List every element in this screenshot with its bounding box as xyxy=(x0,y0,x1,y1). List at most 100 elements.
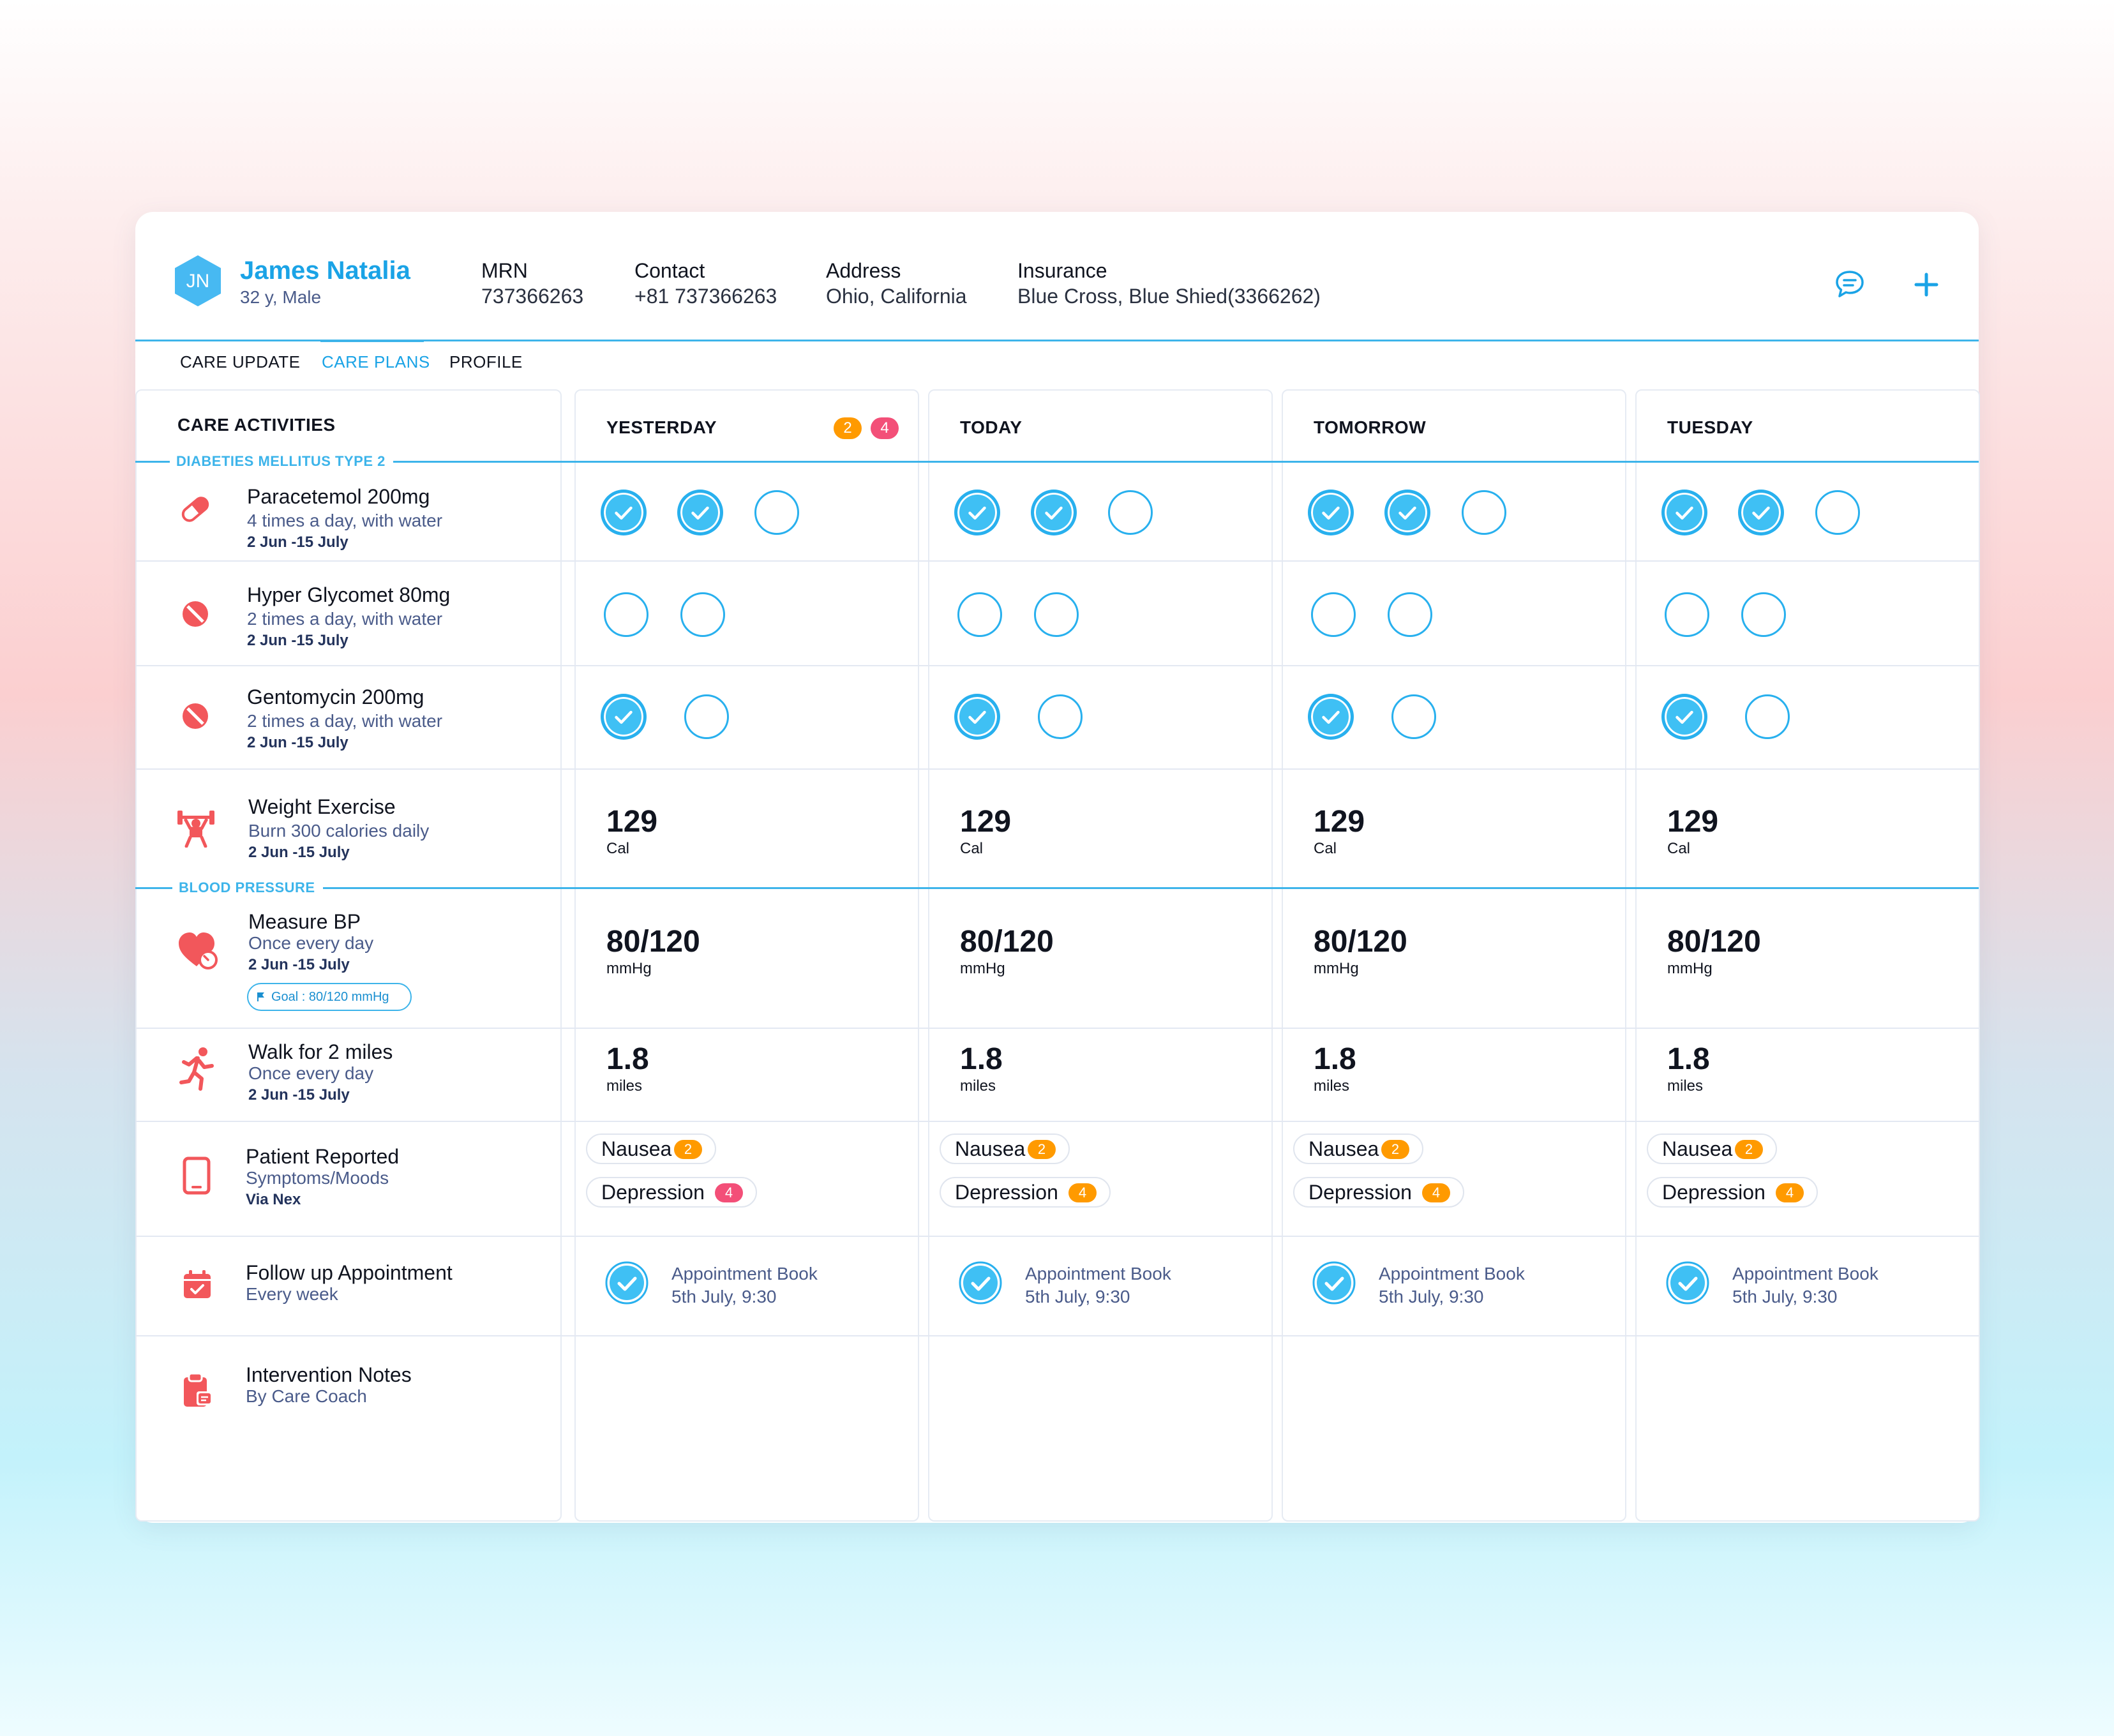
tuesday-gentomycin-dose-checkbox[interactable] xyxy=(1662,694,1707,739)
tomorrow-gentomycin-dose-checkbox[interactable] xyxy=(1391,694,1436,739)
yesterday-glycomet-dose-checkbox[interactable] xyxy=(604,592,648,637)
pill-icon xyxy=(183,601,208,627)
yesterday-walk-unit: miles xyxy=(606,1077,643,1095)
yesterday-symptom-chip[interactable]: Depression 4 xyxy=(586,1177,757,1208)
yesterday-badge-pink: 4 xyxy=(871,417,899,439)
running-icon xyxy=(179,1047,214,1091)
tomorrow-calories-unit: Cal xyxy=(1314,840,1337,857)
tuesday-glycomet-dose-checkbox[interactable] xyxy=(1665,592,1709,637)
tomorrow-paracetamol-dose-checkbox[interactable] xyxy=(1385,490,1430,535)
activity-sub-followup: Every week xyxy=(246,1284,338,1304)
tomorrow-appointment-check-icon[interactable] xyxy=(1312,1261,1356,1305)
tomorrow-paracetamol-dose-checkbox[interactable] xyxy=(1308,490,1353,535)
symptom-count-badge: 4 xyxy=(1068,1183,1097,1202)
bp-goal-text: Goal : 80/120 mmHg xyxy=(271,990,389,1004)
tuesday-gentomycin-dose-checkbox[interactable] xyxy=(1745,694,1790,739)
today-walk-unit: miles xyxy=(960,1077,996,1095)
yesterday-walk-value: 1.8 xyxy=(606,1042,649,1076)
active-tab-indicator xyxy=(320,340,424,342)
symptom-label: Nausea xyxy=(1308,1137,1379,1160)
symptom-label: Nausea xyxy=(955,1137,1026,1160)
insurance-label: Insurance xyxy=(1017,259,1107,282)
tab-care-update[interactable]: CARE UPDATE xyxy=(180,352,301,371)
yesterday-paracetamol-dose-checkbox[interactable] xyxy=(754,490,799,535)
tuesday-bp-unit: mmHg xyxy=(1667,960,1713,977)
today-gentomycin-dose-checkbox[interactable] xyxy=(1038,694,1083,739)
activity-date-paracetamol: 2 Jun -15 July xyxy=(247,534,349,551)
symptom-count-badge: 4 xyxy=(1422,1183,1450,1202)
yesterday-gentomycin-dose-checkbox[interactable] xyxy=(601,694,646,739)
tuesday-paracetamol-dose-checkbox[interactable] xyxy=(1815,490,1860,535)
patient-name[interactable]: James Natalia xyxy=(240,257,410,285)
section-divider-diabetes xyxy=(135,461,1979,463)
today-symptom-chip[interactable]: Nausea 2 xyxy=(940,1134,1070,1164)
activity-title-followup: Follow up Appointment xyxy=(246,1261,453,1284)
phone-icon xyxy=(183,1156,211,1195)
today-paracetamol-dose-checkbox[interactable] xyxy=(1031,490,1076,535)
tuesday-bp-value: 80/120 xyxy=(1667,925,1761,959)
activity-title-weight: Weight Exercise xyxy=(248,795,396,818)
insurance-value: Blue Cross, Blue Shied(3366262) xyxy=(1017,285,1321,308)
today-bp-unit: mmHg xyxy=(960,960,1005,977)
tuesday-paracetamol-dose-checkbox[interactable] xyxy=(1739,490,1783,535)
activity-sub-bp: Once every day xyxy=(248,933,374,953)
day-header-yesterday: YESTERDAY xyxy=(606,417,717,437)
today-calories-value: 129 xyxy=(960,805,1012,839)
today-paracetamol-dose-checkbox[interactable] xyxy=(955,490,1000,535)
activity-sub-gentomycin: 2 times a day, with water xyxy=(247,711,443,731)
tomorrow-glycomet-dose-checkbox[interactable] xyxy=(1388,592,1432,637)
today-appointment-check-icon[interactable] xyxy=(959,1261,1002,1305)
activity-sub-reported: Symptoms/Moods xyxy=(246,1168,389,1188)
tomorrow-symptom-chip[interactable]: Nausea 2 xyxy=(1293,1134,1423,1164)
yesterday-bp-value: 80/120 xyxy=(606,925,700,959)
activity-title-bp: Measure BP xyxy=(248,910,361,933)
tuesday-glycomet-dose-checkbox[interactable] xyxy=(1741,592,1786,637)
day-header-tuesday: TUESDAY xyxy=(1667,417,1753,437)
chat-icon[interactable] xyxy=(1833,268,1866,301)
tuesday-symptom-chip[interactable]: Depression 4 xyxy=(1647,1177,1818,1208)
tuesday-paracetamol-dose-checkbox[interactable] xyxy=(1662,490,1707,535)
tuesday-appointment-check-icon[interactable] xyxy=(1666,1261,1709,1305)
today-appointment-title: Appointment Book xyxy=(1025,1264,1171,1283)
today-glycomet-dose-checkbox[interactable] xyxy=(1034,592,1079,637)
symptom-count-badge: 4 xyxy=(1776,1183,1804,1202)
yesterday-symptom-chip[interactable]: Nausea 2 xyxy=(586,1134,716,1164)
activity-date-bp: 2 Jun -15 July xyxy=(248,956,350,973)
tomorrow-glycomet-dose-checkbox[interactable] xyxy=(1311,592,1356,637)
symptom-label: Nausea xyxy=(1662,1137,1733,1160)
today-gentomycin-dose-checkbox[interactable] xyxy=(955,694,1000,739)
symptom-label: Depression xyxy=(955,1181,1058,1204)
symptom-label: Depression xyxy=(601,1181,705,1204)
tuesday-symptom-chip[interactable]: Nausea 2 xyxy=(1647,1134,1777,1164)
today-paracetamol-dose-checkbox[interactable] xyxy=(1108,490,1153,535)
activity-title-walk: Walk for 2 miles xyxy=(248,1040,393,1063)
plus-icon[interactable] xyxy=(1910,268,1943,301)
tomorrow-symptom-chip[interactable]: Depression 4 xyxy=(1293,1177,1464,1208)
activity-title-glycomet: Hyper Glycomet 80mg xyxy=(247,583,451,606)
activity-title-notes: Intervention Notes xyxy=(246,1363,412,1386)
bp-goal-pill: Goal : 80/120 mmHg xyxy=(247,983,412,1011)
activity-sub-weight: Burn 300 calories daily xyxy=(248,821,430,841)
tomorrow-gentomycin-dose-checkbox[interactable] xyxy=(1308,694,1353,739)
activity-sub-glycomet: 2 times a day, with water xyxy=(247,609,443,629)
care-plan-card: JN James Natalia 32 y, Male MRN 73736626… xyxy=(135,212,1980,1523)
calendar-icon xyxy=(184,1270,211,1298)
yesterday-gentomycin-dose-checkbox[interactable] xyxy=(684,694,729,739)
tab-care-plans[interactable]: CARE PLANS xyxy=(322,352,430,371)
today-symptom-chip[interactable]: Depression 4 xyxy=(940,1177,1111,1208)
tomorrow-paracetamol-dose-checkbox[interactable] xyxy=(1462,490,1506,535)
yesterday-appointment-time: 5th July, 9:30 xyxy=(671,1287,777,1306)
symptom-count-badge: 2 xyxy=(674,1140,702,1159)
clipboard-icon xyxy=(184,1372,212,1407)
yesterday-paracetamol-dose-checkbox[interactable] xyxy=(601,490,646,535)
avatar-initials: JN xyxy=(186,271,210,292)
section-label-diabetes: DIABETIES MELLITUS TYPE 2 xyxy=(170,453,393,470)
avatar: JN xyxy=(175,255,221,306)
section-divider-bp xyxy=(135,887,1979,889)
yesterday-appointment-check-icon[interactable] xyxy=(605,1261,648,1305)
yesterday-paracetamol-dose-checkbox[interactable] xyxy=(678,490,723,535)
tab-profile[interactable]: PROFILE xyxy=(449,352,523,371)
yesterday-glycomet-dose-checkbox[interactable] xyxy=(680,592,725,637)
tuesday-appointment-time: 5th July, 9:30 xyxy=(1732,1287,1838,1306)
today-glycomet-dose-checkbox[interactable] xyxy=(957,592,1002,637)
